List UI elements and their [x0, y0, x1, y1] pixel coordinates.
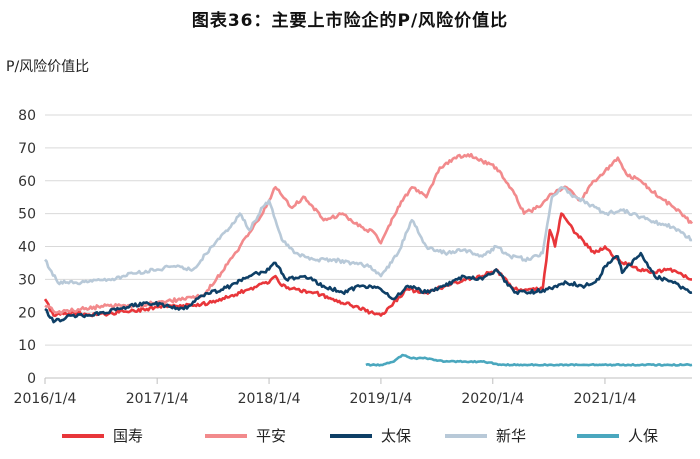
- legend-label: 太保: [381, 427, 411, 445]
- y-tick-label: 50: [18, 207, 36, 223]
- y-tick-label: 70: [18, 141, 36, 157]
- y-axis-label: P/风险价值比: [6, 59, 90, 75]
- x-tick-label: 2016/1/4: [14, 391, 77, 407]
- x-tick-label: 2018/1/4: [238, 391, 301, 407]
- chart-title: 图表36：主要上市险企的P/风险价值比: [191, 11, 509, 31]
- legend-label: 人保: [628, 427, 658, 445]
- legend-label: 国寿: [113, 427, 143, 445]
- series-line-新华: [44, 186, 693, 286]
- series-lines: [43, 152, 694, 367]
- series-line-太保: [44, 251, 693, 324]
- y-tick-label: 20: [18, 305, 36, 321]
- legend: 国寿 平安 太保 新华 人保: [62, 427, 658, 445]
- x-tick-label: 2019/1/4: [349, 391, 412, 407]
- legend-label: 平安: [256, 427, 286, 445]
- x-axis: 2016/1/4 2017/1/4 2018/1/4 2019/1/4 2020/1/4…: [14, 377, 692, 407]
- grid-lines: [45, 114, 692, 346]
- y-axis-ticks: 0 10 20 30 40 50 60 70 80: [18, 108, 36, 387]
- x-tick-label: 2020/1/4: [461, 391, 524, 407]
- y-tick-label: 60: [18, 174, 36, 190]
- y-tick-label: 40: [18, 240, 36, 256]
- x-tick-label: 2017/1/4: [126, 391, 189, 407]
- y-tick-label: 0: [27, 371, 36, 387]
- series-line-国寿: [43, 212, 692, 318]
- x-tick-label: 2021/1/4: [574, 391, 637, 407]
- series-line-人保: [365, 353, 693, 367]
- y-tick-label: 10: [18, 338, 36, 354]
- legend-label: 新华: [496, 427, 526, 445]
- y-tick-label: 80: [18, 108, 36, 124]
- y-tick-label: 30: [18, 272, 36, 288]
- series-line-平安: [44, 152, 694, 315]
